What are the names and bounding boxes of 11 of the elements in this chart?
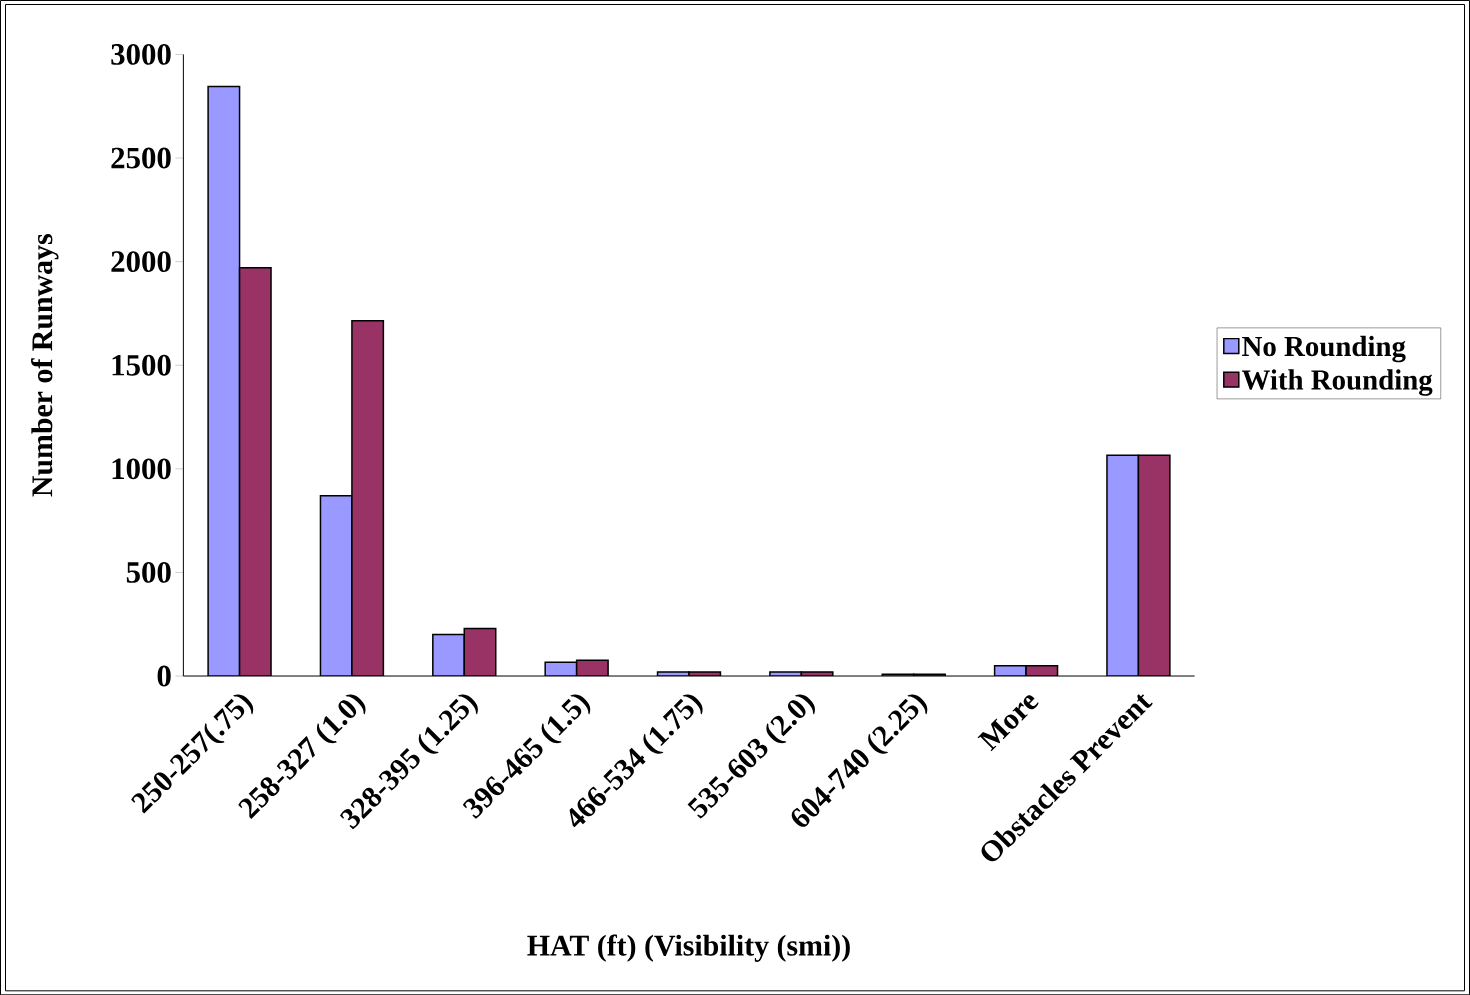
y-tick-label: 1500 bbox=[112, 354, 171, 376]
legend-label: With Rounding bbox=[1241, 369, 1433, 396]
y-tick-label: 2500 bbox=[111, 147, 171, 169]
x-axis-title: HAT (ft) (Visibility (smi)) bbox=[527, 934, 850, 962]
y-axis-title: Number of Runways bbox=[31, 233, 59, 497]
y-tick-label: 500 bbox=[126, 561, 171, 583]
legend-label: No Rounding bbox=[1242, 335, 1406, 363]
y-tick-label: 0 bbox=[157, 665, 171, 687]
y-tick-label: 1000 bbox=[112, 458, 171, 480]
y-tick-label: 3000 bbox=[111, 43, 171, 65]
y-tick-label: 2000 bbox=[111, 251, 171, 272]
